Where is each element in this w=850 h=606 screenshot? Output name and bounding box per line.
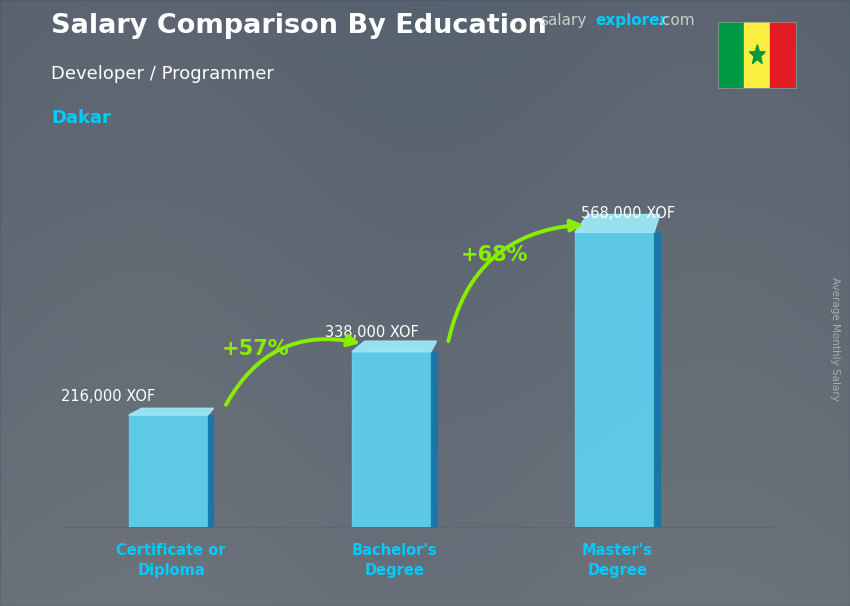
Polygon shape bbox=[575, 232, 654, 527]
Polygon shape bbox=[431, 351, 437, 527]
Polygon shape bbox=[128, 408, 213, 415]
FancyArrowPatch shape bbox=[448, 221, 579, 341]
Bar bbox=[770, 22, 796, 88]
Polygon shape bbox=[128, 415, 208, 527]
Text: +68%: +68% bbox=[461, 245, 529, 265]
Polygon shape bbox=[352, 341, 437, 351]
Text: 338,000 XOF: 338,000 XOF bbox=[325, 325, 419, 340]
Polygon shape bbox=[654, 232, 660, 527]
Polygon shape bbox=[352, 351, 431, 527]
Text: +57%: +57% bbox=[222, 339, 290, 359]
Text: Average Monthly Salary: Average Monthly Salary bbox=[830, 278, 840, 401]
Polygon shape bbox=[750, 45, 765, 64]
Text: Dakar: Dakar bbox=[51, 109, 110, 127]
FancyArrowPatch shape bbox=[226, 336, 356, 405]
Polygon shape bbox=[575, 215, 660, 232]
Text: explorer: explorer bbox=[595, 13, 667, 28]
Text: 216,000 XOF: 216,000 XOF bbox=[61, 388, 156, 404]
Polygon shape bbox=[208, 415, 213, 527]
Text: 568,000 XOF: 568,000 XOF bbox=[581, 206, 676, 221]
Text: Developer / Programmer: Developer / Programmer bbox=[51, 65, 274, 84]
Bar bbox=[745, 22, 770, 88]
Bar bbox=[718, 22, 745, 88]
Text: Salary Comparison By Education: Salary Comparison By Education bbox=[51, 13, 547, 39]
Text: .com: .com bbox=[657, 13, 694, 28]
Text: salary: salary bbox=[540, 13, 586, 28]
